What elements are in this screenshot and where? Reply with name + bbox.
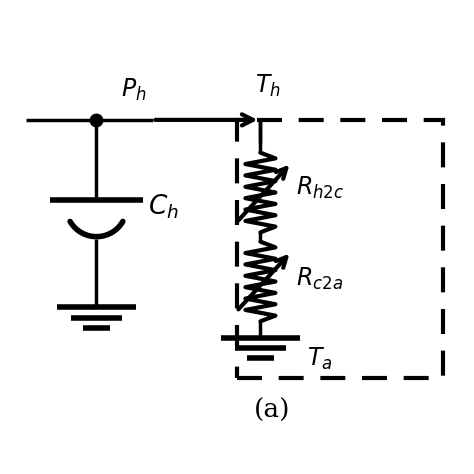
Text: $T_h$: $T_h$ (255, 73, 280, 99)
Bar (237, 120, 443, 377)
Text: $R_{h2c}$: $R_{h2c}$ (296, 175, 344, 201)
Text: $C_h$: $C_h$ (148, 192, 179, 221)
Text: $T_a$: $T_a$ (307, 346, 333, 372)
Text: (a): (a) (254, 398, 291, 423)
Text: $R_{c2a}$: $R_{c2a}$ (296, 266, 343, 292)
Text: $P_h$: $P_h$ (121, 77, 147, 103)
